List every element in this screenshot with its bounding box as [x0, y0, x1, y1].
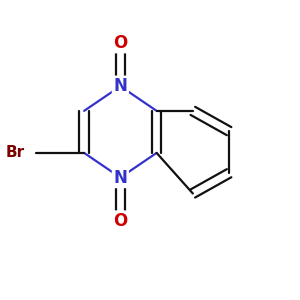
Text: N: N	[113, 169, 127, 187]
Text: O: O	[113, 212, 127, 230]
Text: N: N	[113, 77, 127, 95]
Text: O: O	[113, 34, 127, 52]
Text: Br: Br	[6, 146, 25, 160]
